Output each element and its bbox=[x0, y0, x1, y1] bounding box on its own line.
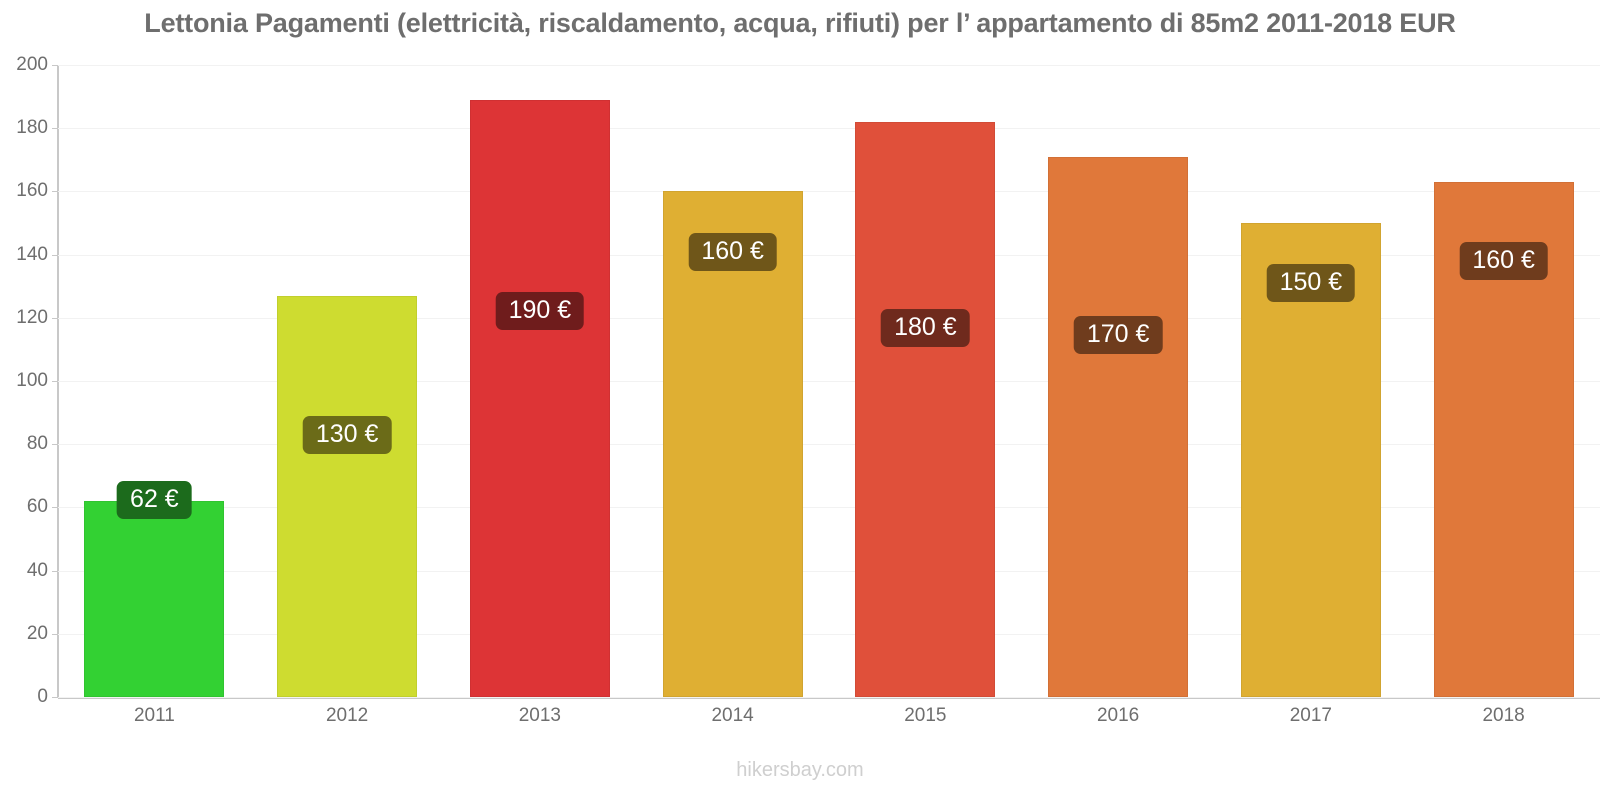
y-axis-tick-mark bbox=[52, 570, 59, 572]
x-axis-tick-label: 2011 bbox=[133, 705, 175, 726]
gridline bbox=[58, 444, 1600, 446]
x-axis-line bbox=[58, 697, 1600, 699]
y-axis-tick-mark bbox=[52, 65, 59, 66]
gridline bbox=[58, 633, 1600, 635]
bar-group[interactable]: 180 € bbox=[855, 65, 996, 697]
gridline bbox=[58, 697, 1600, 698]
footer-credit: hikersbay.com bbox=[736, 759, 864, 781]
bar-group[interactable]: 62 € bbox=[84, 65, 225, 697]
y-axis-tick-mark bbox=[52, 507, 59, 509]
bar[interactable] bbox=[84, 501, 225, 697]
bar-value-label: 130 € bbox=[302, 415, 392, 454]
bar[interactable] bbox=[1240, 223, 1381, 697]
x-axis-tick-label: 2016 bbox=[1096, 705, 1140, 726]
x-axis-tick-label: 2014 bbox=[711, 705, 754, 726]
bar-group[interactable]: 160 € bbox=[662, 65, 803, 697]
bar-group[interactable]: 150 € bbox=[1240, 65, 1381, 697]
gridline bbox=[58, 254, 1600, 256]
y-axis-tick-mark bbox=[52, 128, 59, 130]
bar-value-label: 62 € bbox=[117, 480, 192, 519]
y-axis-tick-label: 20 bbox=[26, 622, 48, 644]
bar-group[interactable]: 160 € bbox=[1433, 65, 1574, 697]
gridline bbox=[58, 570, 1600, 572]
plot-area: 62 € 130 € 190 € 160 € 180 € 170 € 150 € 160 € bbox=[58, 65, 1600, 698]
y-axis-tick-label: 200 bbox=[16, 54, 48, 75]
y-axis-tick-mark bbox=[52, 317, 59, 319]
y-axis-tick-label: 80 bbox=[26, 433, 48, 455]
gridline bbox=[58, 507, 1600, 509]
bar-value-label: 160 € bbox=[688, 232, 777, 271]
gridline bbox=[58, 191, 1600, 193]
gridline bbox=[58, 381, 1600, 382]
y-axis: 0 20 40 60 80 100 120 140 160 180 200 bbox=[0, 0, 59, 800]
y-axis-tick-label: 180 bbox=[16, 117, 48, 139]
y-axis-tick-label: 120 bbox=[16, 306, 48, 328]
y-axis-tick-mark bbox=[52, 444, 59, 446]
bar[interactable] bbox=[855, 121, 996, 697]
bar-group[interactable]: 130 € bbox=[277, 65, 418, 697]
gridline bbox=[58, 65, 1600, 66]
y-axis-tick-mark bbox=[52, 381, 59, 382]
x-axis-tick-label: 2012 bbox=[325, 705, 369, 726]
x-axis-tick-label: 2015 bbox=[904, 705, 947, 726]
page-title: Lettonia Pagamenti (elettricità, riscald… bbox=[144, 8, 1456, 38]
bar[interactable] bbox=[1048, 156, 1189, 697]
bar-value-label: 160 € bbox=[1459, 241, 1548, 280]
x-axis: 2011 2012 2013 2014 2015 2016 2017 2018 bbox=[58, 0, 1600, 800]
y-axis-tick-label: 0 bbox=[37, 686, 48, 707]
x-axis-tick-label: 2013 bbox=[518, 705, 562, 726]
gridline bbox=[58, 128, 1600, 130]
bar-value-label: 190 € bbox=[495, 291, 585, 330]
y-axis-tick-mark bbox=[52, 697, 59, 698]
y-axis-tick-label: 160 bbox=[16, 180, 48, 202]
y-axis-tick-label: 40 bbox=[26, 559, 48, 581]
y-axis-tick-mark bbox=[52, 633, 59, 635]
bar-value-label: 170 € bbox=[1073, 315, 1163, 354]
x-axis-tick-label: 2018 bbox=[1482, 705, 1525, 726]
bar-value-label: 180 € bbox=[881, 308, 970, 347]
y-axis-tick-label: 140 bbox=[16, 243, 48, 265]
x-axis-tick-label: 2017 bbox=[1289, 705, 1333, 726]
gridline bbox=[58, 317, 1600, 319]
bar-group[interactable]: 170 € bbox=[1048, 65, 1189, 697]
y-axis-tick-mark bbox=[52, 254, 59, 256]
bar[interactable] bbox=[662, 191, 803, 697]
y-axis-tick-label: 100 bbox=[16, 370, 48, 391]
bar[interactable] bbox=[277, 295, 418, 697]
bar-group[interactable]: 190 € bbox=[469, 65, 610, 697]
bar-value-label: 150 € bbox=[1266, 263, 1356, 302]
bar[interactable] bbox=[469, 99, 610, 697]
y-axis-tick-mark bbox=[52, 191, 59, 193]
y-axis-tick-label: 60 bbox=[26, 496, 48, 518]
